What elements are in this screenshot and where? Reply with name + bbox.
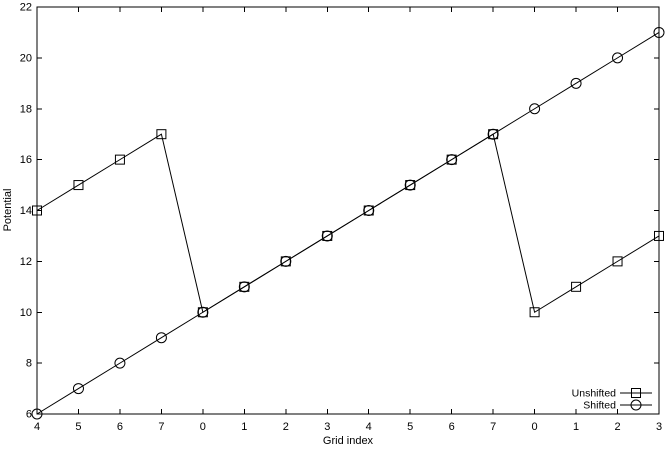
marker-circle-shifted [31,408,43,420]
legend-marker-circle [630,399,642,411]
marker-circle-shifted [653,26,665,38]
marker-square-unshifted [571,281,582,292]
marker-circle-shifted [570,77,582,89]
marker-circle-shifted [446,154,458,166]
x-tick-label: 4 [366,421,372,433]
legend-label-shifted: Shifted [583,400,616,412]
marker-circle-shifted [321,230,333,242]
y-tick-label: 12 [20,256,32,268]
marker-circle-shifted [487,128,499,140]
y-axis-label: Potential [2,189,14,232]
y-tick-label: 22 [20,2,32,14]
x-tick-label: 0 [532,421,538,433]
marker-square-unshifted [73,180,84,191]
marker-circle-shifted [280,255,292,267]
marker-circle-shifted [197,306,209,318]
y-tick-label: 14 [20,205,32,217]
y-tick-label: 18 [20,103,32,115]
marker-circle-shifted [155,332,167,344]
x-tick-label: 7 [158,421,164,433]
x-tick-label: 6 [449,421,455,433]
x-tick-label: 3 [656,421,662,433]
y-tick-label: 16 [20,154,32,166]
x-tick-label: 2 [614,421,620,433]
x-tick-label: 4 [34,421,40,433]
marker-square-unshifted [32,205,42,216]
y-tick-label: 10 [20,307,32,319]
x-tick-label: 1 [573,421,579,433]
y-tick-label: 6 [26,409,32,421]
x-tick-label: 0 [200,421,206,433]
marker-circle-shifted [529,103,541,115]
x-tick-label: 1 [241,421,247,433]
marker-square-unshifted [156,129,167,140]
legend-marker-square [631,388,641,398]
x-tick-label: 7 [490,421,496,433]
marker-square-unshifted [612,256,623,267]
x-tick-label: 2 [283,421,289,433]
x-tick-label: 3 [324,421,330,433]
x-tick-label: 6 [117,421,123,433]
y-tick-label: 8 [26,358,32,370]
marker-square-unshifted [529,307,540,318]
legend-label-unshifted: Unshifted [572,388,617,400]
series-line-shifted [36,32,660,415]
marker-circle-shifted [238,281,250,293]
marker-square-unshifted [654,230,664,241]
marker-circle-shifted [114,357,126,369]
marker-square-unshifted [114,154,125,165]
marker-circle-shifted [404,179,416,191]
x-tick-label: 5 [75,421,81,433]
x-tick-label: 5 [407,421,413,433]
plot-border [36,6,660,415]
y-tick-label: 20 [20,52,32,64]
x-axis-label: Grid index [323,435,374,447]
marker-circle-shifted [72,383,84,395]
marker-circle-shifted [612,52,624,64]
marker-circle-shifted [363,205,375,216]
